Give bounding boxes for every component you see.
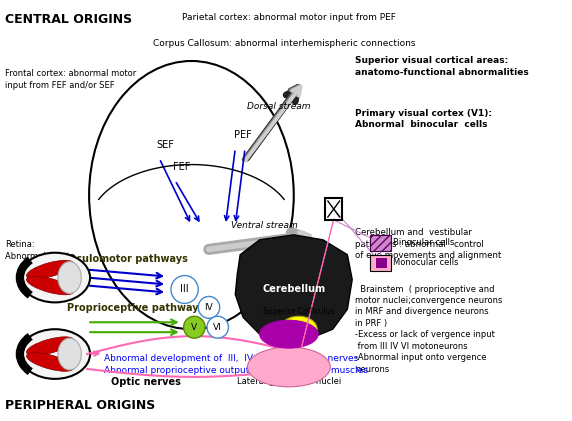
Text: Superior visual cortical areas:
anatomo-functional abnormalities: Superior visual cortical areas: anatomo-… [355, 56, 529, 77]
Text: VI: VI [213, 323, 222, 332]
Text: III: III [180, 285, 189, 294]
Text: Cerebellum and  vestibular
pathways : abnormal   control
of eye movements and al: Cerebellum and vestibular pathways : abn… [355, 228, 502, 261]
Ellipse shape [20, 329, 90, 379]
Text: Brainstem  ( proprioceptive and
motor nuclei;convergence neurons
in MRF and dive: Brainstem ( proprioceptive and motor nuc… [355, 285, 503, 374]
Ellipse shape [26, 260, 74, 279]
Bar [370, 235, 391, 251]
Bar [370, 255, 391, 271]
Circle shape [184, 316, 205, 338]
Text: PEF: PEF [234, 131, 252, 141]
Bar [325, 198, 343, 220]
Ellipse shape [58, 262, 81, 293]
Circle shape [207, 316, 228, 338]
Ellipse shape [26, 353, 74, 371]
Ellipse shape [280, 316, 317, 342]
Text: Binocular cells: Binocular cells [393, 238, 455, 247]
Text: Ventral stream: Ventral stream [231, 221, 298, 230]
Text: Retina:
Abnormal input: Retina: Abnormal input [5, 240, 70, 261]
Circle shape [171, 276, 198, 304]
Ellipse shape [248, 347, 330, 387]
Bar [370, 235, 391, 251]
Ellipse shape [260, 320, 318, 348]
Text: Parietal cortex: abnormal motor input from PEF: Parietal cortex: abnormal motor input fr… [182, 13, 396, 22]
Ellipse shape [26, 276, 74, 295]
Text: Proprioceptive pathways: Proprioceptive pathways [67, 303, 205, 313]
Ellipse shape [20, 253, 90, 302]
Text: Lateral geniculate nuclei: Lateral geniculate nuclei [237, 377, 341, 386]
Text: Dorsal stream: Dorsal stream [247, 102, 311, 111]
Text: PERIPHERAL ORIGINS: PERIPHERAL ORIGINS [5, 399, 156, 412]
Circle shape [198, 296, 220, 318]
Text: Cerebellum: Cerebellum [262, 285, 325, 294]
Text: Corpus Callosum: abnormal interhemispheric connections: Corpus Callosum: abnormal interhemispher… [153, 39, 415, 48]
Bar [376, 258, 387, 268]
Text: Monocular cells: Monocular cells [393, 258, 459, 267]
Text: CENTRAL ORIGINS: CENTRAL ORIGINS [5, 13, 132, 26]
Text: Abnormal development of  III,  IV,  VI oculomotor nerves
Abnormal proprioceptive: Abnormal development of III, IV, VI ocul… [104, 354, 368, 375]
Text: Oculomotor pathways: Oculomotor pathways [68, 254, 188, 264]
Ellipse shape [26, 337, 74, 355]
Text: IV: IV [205, 303, 213, 312]
Text: Superior Colliculus: Superior Colliculus [263, 307, 335, 316]
Text: FEF: FEF [173, 162, 190, 172]
Text: Frontal cortex: abnormal motor
input from FEF and/or SEF: Frontal cortex: abnormal motor input fro… [5, 69, 137, 90]
Ellipse shape [58, 338, 81, 370]
Text: Primary visual cortex (V1):
Abnormal  binocular  cells: Primary visual cortex (V1): Abnormal bin… [355, 109, 492, 130]
Text: SEF: SEF [156, 141, 174, 150]
Text: Optic nerves: Optic nerves [111, 377, 181, 387]
Polygon shape [235, 235, 352, 339]
Text: V: V [191, 323, 197, 332]
